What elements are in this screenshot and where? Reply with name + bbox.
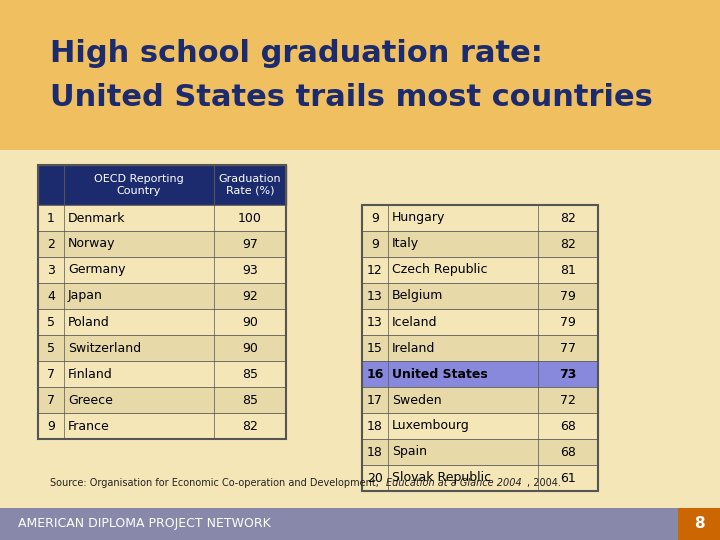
Text: France: France: [68, 420, 109, 433]
Text: 9: 9: [47, 420, 55, 433]
Bar: [362, 413, 598, 439]
Text: Iceland: Iceland: [392, 315, 438, 328]
Text: Education at a Glance 2004: Education at a Glance 2004: [386, 478, 522, 488]
Text: 92: 92: [242, 289, 258, 302]
Text: Switzerland: Switzerland: [68, 341, 141, 354]
Text: 7: 7: [47, 368, 55, 381]
Bar: [362, 335, 598, 361]
Bar: [38, 387, 286, 413]
Bar: [362, 387, 598, 413]
Text: Slovak Republic: Slovak Republic: [392, 471, 491, 484]
Text: AMERICAN DIPLOMA PROJECT NETWORK: AMERICAN DIPLOMA PROJECT NETWORK: [18, 517, 271, 530]
Text: 17: 17: [367, 394, 383, 407]
Bar: [38, 231, 286, 257]
Bar: [38, 257, 286, 283]
Text: 100: 100: [238, 212, 262, 225]
Bar: [362, 231, 598, 257]
Text: 73: 73: [559, 368, 577, 381]
Text: 12: 12: [367, 264, 383, 276]
Text: United States trails most countries: United States trails most countries: [50, 83, 653, 111]
Text: 90: 90: [242, 315, 258, 328]
Bar: [678, 508, 720, 540]
Bar: [38, 165, 286, 439]
Text: OECD Reporting
Country: OECD Reporting Country: [94, 174, 184, 196]
Text: 81: 81: [560, 264, 576, 276]
Text: , 2004.: , 2004.: [527, 478, 561, 488]
Text: 77: 77: [560, 341, 576, 354]
Text: Graduation
Rate (%): Graduation Rate (%): [219, 174, 282, 196]
Bar: [0, 0, 720, 150]
Text: Italy: Italy: [392, 238, 419, 251]
Text: 93: 93: [242, 264, 258, 276]
Text: 90: 90: [242, 341, 258, 354]
Text: Spain: Spain: [392, 446, 427, 458]
Bar: [38, 361, 286, 387]
Text: Belgium: Belgium: [392, 289, 444, 302]
Text: Source: Organisation for Economic Co-operation and Development,: Source: Organisation for Economic Co-ope…: [50, 478, 382, 488]
Text: 13: 13: [367, 289, 383, 302]
Text: 15: 15: [367, 341, 383, 354]
Bar: [38, 413, 286, 439]
Text: 9: 9: [371, 238, 379, 251]
Bar: [362, 205, 598, 231]
Bar: [362, 205, 598, 491]
Text: 82: 82: [560, 238, 576, 251]
Text: 13: 13: [367, 315, 383, 328]
Text: United States: United States: [392, 368, 487, 381]
Bar: [362, 309, 598, 335]
Text: 18: 18: [367, 420, 383, 433]
Text: Denmark: Denmark: [68, 212, 125, 225]
Text: 8: 8: [693, 516, 704, 531]
Text: 1: 1: [47, 212, 55, 225]
Text: 82: 82: [242, 420, 258, 433]
Text: 68: 68: [560, 420, 576, 433]
Text: 5: 5: [47, 341, 55, 354]
Bar: [38, 335, 286, 361]
Text: Japan: Japan: [68, 289, 103, 302]
Text: 5: 5: [47, 315, 55, 328]
Text: 68: 68: [560, 446, 576, 458]
Text: Poland: Poland: [68, 315, 109, 328]
Text: 4: 4: [47, 289, 55, 302]
Text: 79: 79: [560, 315, 576, 328]
Text: 61: 61: [560, 471, 576, 484]
Text: 7: 7: [47, 394, 55, 407]
Text: 85: 85: [242, 368, 258, 381]
Text: 72: 72: [560, 394, 576, 407]
Text: Czech Republic: Czech Republic: [392, 264, 487, 276]
Bar: [38, 205, 286, 231]
Text: 20: 20: [367, 471, 383, 484]
Text: 82: 82: [560, 212, 576, 225]
Bar: [0, 508, 678, 540]
Bar: [38, 309, 286, 335]
Text: Ireland: Ireland: [392, 341, 436, 354]
Text: 79: 79: [560, 289, 576, 302]
Text: Luxembourg: Luxembourg: [392, 420, 469, 433]
Text: Greece: Greece: [68, 394, 113, 407]
Text: Hungary: Hungary: [392, 212, 446, 225]
Bar: [362, 257, 598, 283]
Text: Germany: Germany: [68, 264, 125, 276]
Bar: [38, 283, 286, 309]
Text: 16: 16: [366, 368, 384, 381]
Text: 2: 2: [47, 238, 55, 251]
Text: Norway: Norway: [68, 238, 115, 251]
Text: 97: 97: [242, 238, 258, 251]
Bar: [362, 465, 598, 491]
Bar: [362, 283, 598, 309]
Text: Sweden: Sweden: [392, 394, 441, 407]
Text: 3: 3: [47, 264, 55, 276]
Text: Finland: Finland: [68, 368, 113, 381]
Bar: [362, 361, 598, 387]
Bar: [362, 439, 598, 465]
Bar: [38, 165, 286, 205]
Text: High school graduation rate:: High school graduation rate:: [50, 38, 543, 68]
Text: 18: 18: [367, 446, 383, 458]
Text: 9: 9: [371, 212, 379, 225]
Bar: [38, 165, 286, 205]
Text: 85: 85: [242, 394, 258, 407]
